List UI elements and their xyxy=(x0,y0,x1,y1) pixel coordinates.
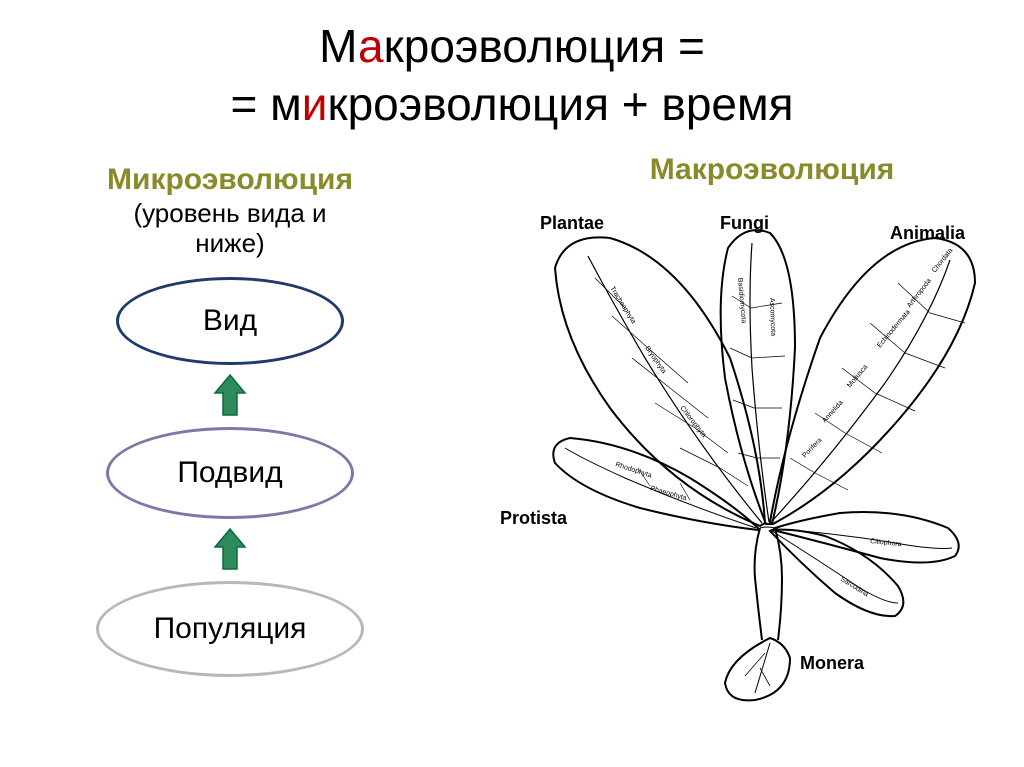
svg-text:Phaeophyta: Phaeophyta xyxy=(649,485,687,502)
plantae-leaf: Tracheophyta Bryophyta Chlorophyta xyxy=(555,237,765,526)
svg-text:Chordata: Chordata xyxy=(931,247,954,274)
title2-suffix: кроэволюция + время xyxy=(327,78,793,130)
macro-heading: Макроэволюция xyxy=(460,153,1024,187)
up-arrow-1 xyxy=(213,527,247,571)
micro-subtitle: (уровень вида и ниже) xyxy=(0,199,460,259)
label-animalia: Animalia xyxy=(890,223,965,244)
monera-leaf xyxy=(725,638,790,700)
title-line-1: Макроэволюция = xyxy=(0,18,1024,76)
macro-column: Макроэволюция xyxy=(460,153,1024,733)
trunk xyxy=(755,527,782,640)
title2-highlight: и xyxy=(302,78,328,130)
tree-svg: Tracheophyta Bryophyta Chlorophyta xyxy=(470,208,1000,708)
svg-text:Sarcodina: Sarcodina xyxy=(839,576,870,599)
title1-highlight: а xyxy=(358,20,384,72)
svg-text:Mollusca: Mollusca xyxy=(846,364,869,390)
fungi-leaf: Basidiomycota Ascomycota xyxy=(721,230,795,524)
title-line-2: = микроэволюция + время xyxy=(0,76,1024,134)
ellipse-2: Популяция xyxy=(96,581,364,677)
micro-sub2: ниже) xyxy=(195,228,264,258)
svg-text:Basidiomycota: Basidiomycota xyxy=(736,278,747,324)
animalia-leaf: Chordata Arthropoda Echinodermata Mollus… xyxy=(770,238,975,524)
main-title: Макроэволюция = = микроэволюция + время xyxy=(0,0,1024,133)
micro-column: Микроэволюция (уровень вида и ниже) Вид П… xyxy=(0,153,460,733)
content-area: Микроэволюция (уровень вида и ниже) Вид П… xyxy=(0,153,1024,733)
title2-prefix: = м xyxy=(230,78,301,130)
label-monera: Monera xyxy=(800,653,864,674)
svg-text:Rhodophyta: Rhodophyta xyxy=(614,461,652,479)
ellipse-0: Вид xyxy=(116,277,344,365)
ellipse-1: Подвид xyxy=(106,427,354,519)
title1-prefix: М xyxy=(319,20,358,72)
svg-text:Annelida: Annelida xyxy=(821,399,845,424)
svg-text:Ascomycota: Ascomycota xyxy=(768,298,776,336)
label-protista: Protista xyxy=(500,508,567,529)
ellipse-stack: Вид Подвид Популяция xyxy=(0,277,460,697)
svg-text:Chlorophyta: Chlorophyta xyxy=(678,405,707,439)
phylo-tree: Tracheophyta Bryophyta Chlorophyta xyxy=(470,208,1000,708)
svg-text:Porifera: Porifera xyxy=(801,437,823,460)
svg-text:Arthropoda: Arthropoda xyxy=(906,278,933,310)
title1-suffix: кроэволюция = xyxy=(384,20,705,72)
label-plantae: Plantae xyxy=(540,213,604,234)
micro-sub1: (уровень вида и xyxy=(133,198,326,228)
svg-text:Ciliophora: Ciliophora xyxy=(870,538,902,548)
up-arrow-0 xyxy=(213,373,247,417)
micro-heading: Микроэволюция xyxy=(0,163,460,197)
label-fungi: Fungi xyxy=(720,213,769,234)
